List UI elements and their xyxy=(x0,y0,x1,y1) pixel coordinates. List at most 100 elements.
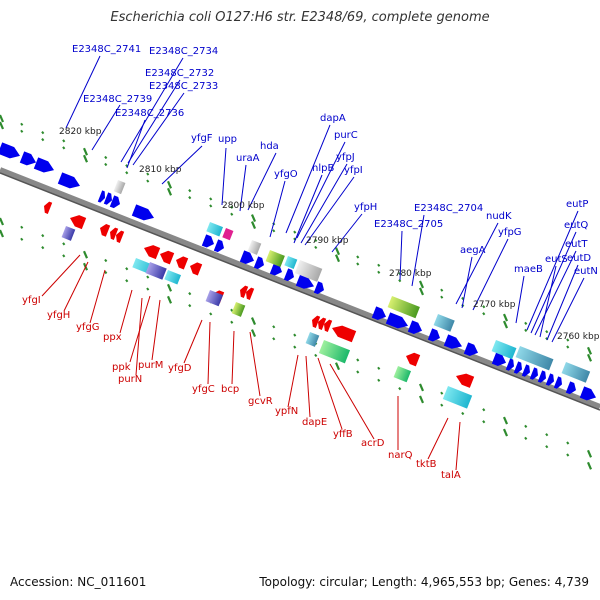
tick-mark xyxy=(377,270,381,274)
gene-label: E2348C_2741 xyxy=(72,44,141,55)
tick-mark xyxy=(482,312,486,316)
tick-mark xyxy=(377,366,381,370)
forward-gene-arrow xyxy=(201,234,214,248)
tick-mark xyxy=(0,217,5,226)
feature-box xyxy=(247,240,262,255)
forward-gene-arrow xyxy=(443,334,462,349)
leader-line xyxy=(127,79,181,164)
tick-mark xyxy=(461,411,465,416)
scale-label: 2790 kbp xyxy=(306,236,349,246)
leader-line xyxy=(317,357,343,430)
gene-label: aegA xyxy=(460,245,486,256)
leader-line xyxy=(461,256,473,309)
leader-line xyxy=(515,275,525,324)
tick-mark xyxy=(440,403,444,407)
scale-label: 2760 kbp xyxy=(557,332,600,342)
forward-gene-arrow xyxy=(521,364,530,377)
tick-mark xyxy=(250,317,257,325)
leader-line xyxy=(293,174,323,244)
forward-gene-arrow xyxy=(553,376,562,389)
forward-gene-arrow xyxy=(427,328,440,342)
leader-line xyxy=(530,231,577,334)
feature-box xyxy=(145,262,167,280)
reverse-gene-labels: yfgI yfgH yfgG ppx ppk purM purN yfgD yf… xyxy=(22,295,461,481)
reverse-gene-arrow xyxy=(456,373,475,388)
tick-mark xyxy=(166,283,173,292)
tick-mark xyxy=(293,333,297,337)
gene-label: ypfN xyxy=(275,406,298,417)
tick-mark xyxy=(230,212,234,216)
tick-mark xyxy=(418,395,425,404)
tick-mark xyxy=(82,147,89,156)
tick-mark xyxy=(146,287,150,291)
tick-mark xyxy=(586,461,593,470)
tick-mark xyxy=(166,187,173,196)
tick-mark xyxy=(166,180,173,189)
tick-mark xyxy=(104,258,108,263)
gene-label: yfgO xyxy=(274,169,298,180)
tick-mark xyxy=(334,254,341,263)
gene-label: eutQ xyxy=(564,220,588,231)
tick-mark xyxy=(20,122,24,126)
reverse-gene-arrow xyxy=(144,245,161,260)
tick-mark xyxy=(293,345,297,349)
tick-mark xyxy=(0,229,5,238)
map-title: Escherichia coli O127:H6 str. E2348/69, … xyxy=(110,10,490,25)
gene-label: yfgF xyxy=(191,133,213,144)
tick-mark xyxy=(586,346,593,355)
forward-gene-arrow xyxy=(565,381,576,395)
tick-mark xyxy=(272,337,276,341)
feature-box xyxy=(491,340,517,360)
leader-line xyxy=(285,124,331,234)
forward-gene-arrow xyxy=(283,268,294,282)
tick-mark xyxy=(0,121,5,130)
tick-mark xyxy=(62,254,66,258)
feature-box xyxy=(433,314,455,332)
tick-mark xyxy=(356,358,360,362)
forward-gene-arrow xyxy=(109,195,120,209)
gene-label: eutD xyxy=(567,253,591,264)
gene-label: E2348C_2733 xyxy=(149,81,218,92)
tick-mark xyxy=(524,328,528,332)
tick-mark xyxy=(20,237,24,241)
forward-gene-arrow xyxy=(253,256,264,270)
leader-line xyxy=(287,354,299,408)
tick-mark xyxy=(566,453,570,457)
tick-mark xyxy=(250,214,257,222)
leader-line xyxy=(331,213,363,253)
tick-mark xyxy=(125,279,129,283)
gene-label: purM xyxy=(138,360,163,371)
forward-gene-arrow xyxy=(505,358,514,371)
gene-label: tktB xyxy=(416,459,437,470)
forward-gene-arrow xyxy=(295,274,314,289)
reverse-gene-arrow xyxy=(240,285,249,298)
forward-gene-arrow xyxy=(239,250,254,264)
tick-mark xyxy=(566,338,570,342)
forward-gene-arrow xyxy=(537,370,546,383)
gene-label: upp xyxy=(218,134,237,145)
tick-mark xyxy=(545,433,549,437)
gene-features xyxy=(0,142,596,409)
leader-line xyxy=(329,363,375,440)
forward-gene-arrow xyxy=(491,352,506,366)
tick-mark xyxy=(440,391,444,395)
tick-mark xyxy=(482,420,486,424)
gene-label: yfgD xyxy=(168,363,192,374)
forward-gene-arrow xyxy=(57,172,80,189)
tick-mark xyxy=(82,154,89,163)
feature-box xyxy=(61,225,76,241)
tick-mark xyxy=(566,441,570,445)
tick-mark xyxy=(209,197,213,201)
tick-mark xyxy=(524,436,528,440)
leader-line xyxy=(305,355,311,418)
tick-mark xyxy=(0,114,5,123)
tick-mark xyxy=(166,295,173,304)
leader-line xyxy=(231,330,235,385)
tick-mark xyxy=(586,449,593,458)
tick-mark xyxy=(188,189,192,193)
gene-label: dapA xyxy=(320,113,346,124)
tick-mark xyxy=(524,424,528,428)
forward-gene-arrow xyxy=(513,361,522,374)
reverse-gene-arrow xyxy=(176,256,189,270)
